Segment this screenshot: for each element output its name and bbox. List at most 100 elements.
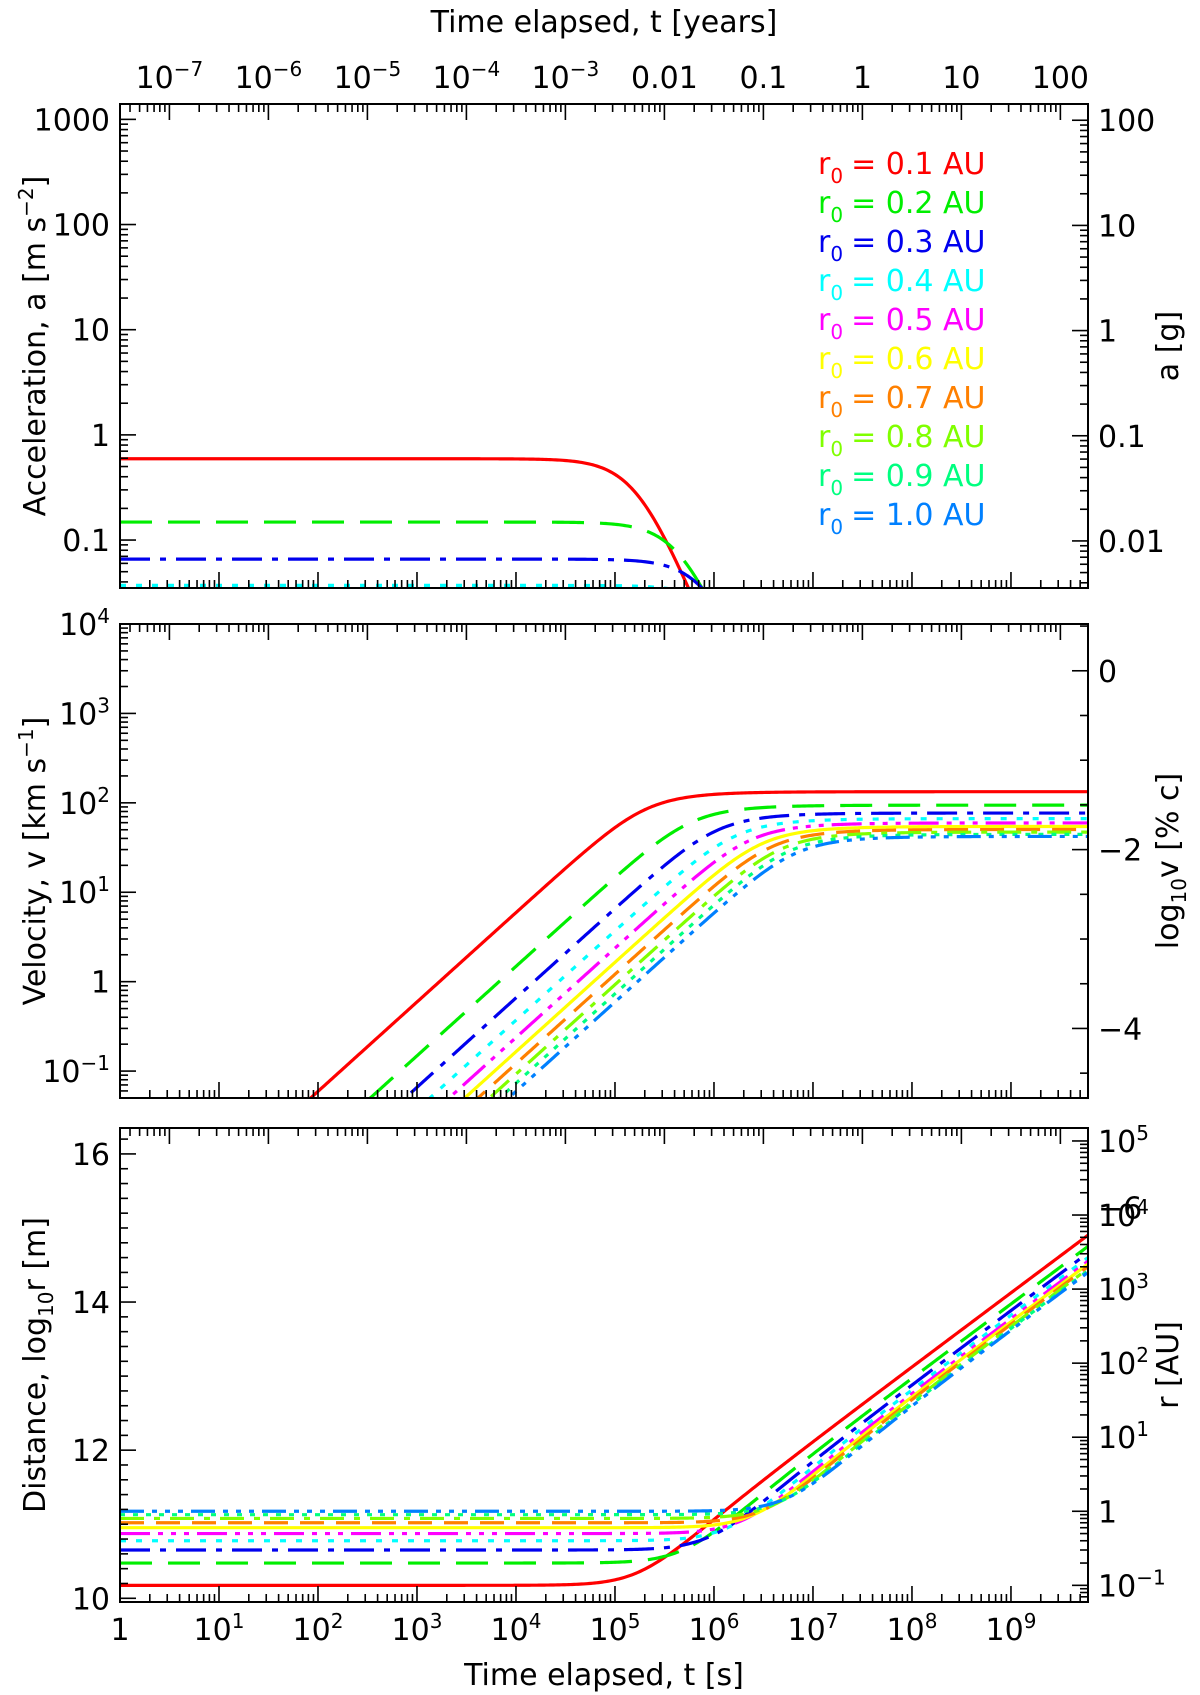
x-tick-label: 106: [689, 1609, 740, 1648]
velocity-series-0-2au: [367, 803, 1088, 1098]
top-tick-label: 0.1: [740, 61, 788, 96]
top-tick-label: 1: [853, 61, 872, 96]
legend-entry: r0 = 0.7 AU: [818, 381, 985, 422]
x-axis-label: Time elapsed, t [s]: [463, 1658, 744, 1693]
right-tick-label: 1: [1098, 315, 1117, 350]
y-tick-label: 101: [59, 872, 110, 911]
velocity-right-axis: 0 −2 −4 −6 log10v [% c]: [1072, 625, 1191, 1226]
distance-series-0-6au: [120, 1262, 1088, 1530]
top-tick-label: 10−6: [235, 57, 303, 96]
distance-frame: [119, 1127, 1089, 1603]
y-tick-label: 104: [59, 604, 110, 643]
acceleration-series-1-0au: [120, 669, 1088, 1348]
distance-right-label: r [AU]: [1151, 1321, 1186, 1409]
right-tick-label: 105: [1098, 1121, 1149, 1160]
y-tick-label: 1: [91, 966, 110, 1001]
acceleration-series-0-1au: [120, 457, 691, 588]
top-tick-label: 10−4: [433, 57, 501, 96]
distance-right-axis: 10−1 1 101 102 103 104 105 r [AU]: [1072, 1121, 1186, 1604]
right-tick-label: −4: [1098, 1012, 1142, 1047]
velocity-y-label: Velocity, v [km s−1]: [14, 717, 53, 1006]
x-tick-label: 109: [986, 1609, 1037, 1648]
velocity-series-0-6au: [462, 824, 1088, 1098]
velocity-x-ticks: [119, 624, 1089, 1098]
right-tick-label: 0.01: [1098, 525, 1165, 560]
y-tick-label: 0.1: [62, 524, 110, 559]
right-tick-label: 10−1: [1098, 1565, 1166, 1604]
legend-entry: r0 = 0.8 AU: [818, 420, 985, 461]
right-tick-label: 0.1: [1098, 420, 1146, 455]
y-tick-label: 103: [59, 693, 110, 732]
distance-series-1-0au: [120, 1271, 1088, 1513]
y-tick-label: 12: [72, 1434, 110, 1469]
distance-series-group: [120, 1233, 1088, 1587]
top-tick-label: 10−7: [136, 57, 204, 96]
right-tick-label: 10: [1098, 209, 1136, 244]
acceleration-y-axis: 0.1 1 10 100 1000 Acceleration, a [m s−2]: [14, 103, 136, 583]
acceleration-y-label: Acceleration, a [m s−2]: [14, 176, 53, 517]
acceleration-series-group: [120, 457, 1088, 1371]
distance-y-label: Distance, log10r [m]: [18, 1217, 58, 1513]
x-tick-label: 102: [293, 1609, 344, 1648]
legend-entry: r0 = 0.9 AU: [818, 459, 985, 500]
acceleration-series-0-6au: [120, 622, 1088, 1371]
x-tick-label: 103: [392, 1609, 443, 1648]
legend-entry: r0 = 1.0 AU: [818, 498, 985, 539]
velocity-series-0-3au: [402, 811, 1088, 1098]
x-tick-label: 104: [491, 1609, 542, 1648]
distance-y-axis: 10 12 14 16 Distance, log10r [m]: [18, 1138, 136, 1617]
top-tick-label: 10−3: [532, 57, 600, 96]
x-axis-top: 10−7 10−6 10−5 10−4 10−3 0.01 0.1 1 10 100 Time el…: [136, 5, 1089, 96]
right-tick-label: 0: [1098, 655, 1117, 690]
x-tick-label: 107: [788, 1609, 839, 1648]
x-tick-label: 108: [887, 1609, 938, 1648]
y-tick-label: 100: [53, 209, 110, 244]
legend-entry: r0 = 0.4 AU: [818, 264, 985, 305]
y-tick-label: 10: [72, 1582, 110, 1617]
y-tick-label: 16: [72, 1138, 110, 1173]
x-tick-label: 1: [110, 1613, 129, 1648]
distance-series-0-8au: [120, 1267, 1088, 1521]
distance-series-0-3au: [120, 1251, 1088, 1552]
acceleration-right-axis: 0.01 0.1 1 10 100 a [g]: [1072, 104, 1186, 584]
distance-series-0-1au: [120, 1233, 1088, 1587]
velocity-right-label: log10v [% c]: [1151, 773, 1191, 949]
x-axis-bottom: 1 101 102 103 104 105 106 107 108 109 Time elapsed…: [110, 1609, 1036, 1693]
acceleration-series-0-4au: [120, 583, 674, 588]
top-tick-label: 10: [942, 61, 980, 96]
acceleration-series-0-7au: [120, 637, 1088, 1365]
panel-velocity: 10−1 1 101 102 103 104 Velocity, v [km s−1] 0 −2…: [14, 604, 1191, 1226]
y-tick-label: 14: [72, 1286, 110, 1321]
legend-entry: r0 = 0.6 AU: [818, 342, 985, 383]
distance-series-0-4au: [120, 1256, 1088, 1543]
right-tick-label: 100: [1098, 104, 1155, 139]
velocity-series-0-8au: [487, 830, 1088, 1098]
legend-entry: r0 = 0.3 AU: [818, 225, 985, 266]
y-tick-label: 10−1: [42, 1051, 110, 1090]
acceleration-series-0-3au: [120, 557, 705, 588]
right-tick-label: 102: [1098, 1343, 1149, 1382]
right-tick-label: −6: [1098, 1191, 1142, 1226]
right-tick-label: 103: [1098, 1269, 1149, 1308]
acceleration-series-0-9au: [120, 659, 1088, 1352]
legend-entry: r0 = 0.2 AU: [818, 186, 985, 227]
x-tick-label: 105: [590, 1609, 641, 1648]
velocity-series-group: [308, 790, 1088, 1098]
right-tick-label: 104: [1098, 1195, 1149, 1234]
distance-series-0-7au: [120, 1265, 1088, 1525]
distance-series-0-5au: [120, 1259, 1088, 1536]
velocity-series-0-1au: [308, 790, 1088, 1098]
distance-series-0-9au: [120, 1269, 1088, 1517]
velocity-series-0-5au: [446, 821, 1088, 1098]
legend-entry: r0 = 0.5 AU: [818, 303, 985, 344]
top-tick-label: 100: [1032, 61, 1089, 96]
top-tick-label: 0.01: [631, 61, 698, 96]
right-tick-label: 1: [1098, 1495, 1117, 1530]
distance-x-ticks: [119, 1128, 1089, 1602]
y-tick-label: 10: [72, 314, 110, 349]
velocity-series-1-0au: [506, 834, 1088, 1098]
